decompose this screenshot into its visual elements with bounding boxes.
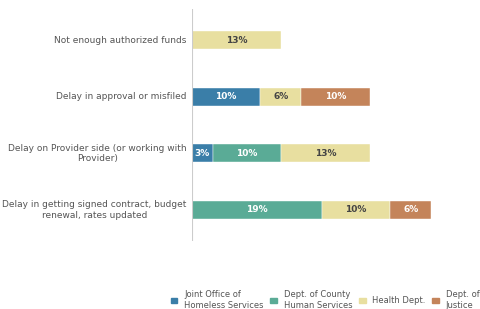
Bar — [192, 88, 260, 106]
Text: 10%: 10% — [216, 92, 237, 101]
Bar — [192, 201, 322, 219]
Bar — [213, 144, 281, 163]
Bar — [192, 144, 213, 163]
Text: 6%: 6% — [273, 92, 288, 101]
Text: 19%: 19% — [246, 205, 268, 214]
Text: 13%: 13% — [226, 36, 247, 45]
Text: 10%: 10% — [325, 92, 347, 101]
Legend: Joint Office of
Homeless Services, Dept. of County
Human Services, Health Dept.,: Joint Office of Homeless Services, Dept.… — [168, 287, 480, 309]
Text: 6%: 6% — [403, 205, 419, 214]
Bar — [192, 31, 281, 49]
Bar — [390, 201, 432, 219]
Text: 10%: 10% — [236, 149, 257, 158]
Text: 13%: 13% — [314, 149, 336, 158]
Text: 3%: 3% — [194, 149, 210, 158]
Bar — [322, 201, 390, 219]
Bar — [301, 88, 370, 106]
Bar — [281, 144, 370, 163]
Text: 10%: 10% — [346, 205, 367, 214]
Bar — [260, 88, 301, 106]
